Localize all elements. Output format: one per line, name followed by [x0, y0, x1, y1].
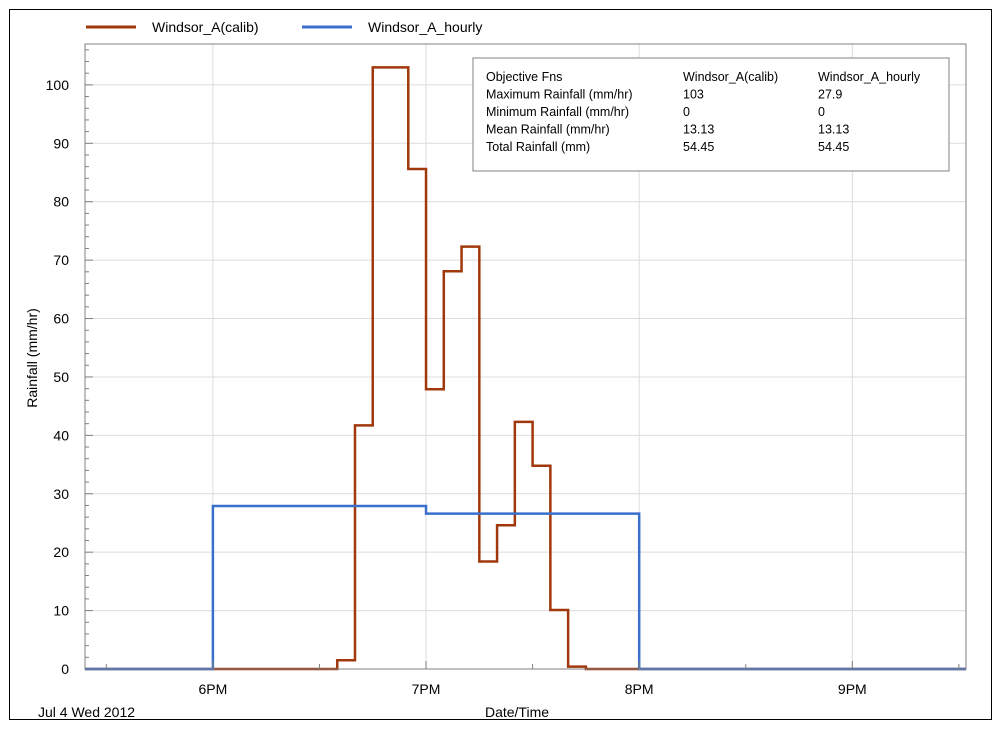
series-line-hourly [85, 504, 966, 671]
y-tick-label: 10 [53, 603, 69, 619]
stats-cell: 103 [683, 88, 704, 102]
y-tick-label: 90 [53, 135, 69, 151]
stats-cell: 0 [683, 105, 690, 119]
stats-cell: 54.45 [683, 140, 714, 154]
legend-label-hourly: Windsor_A_hourly [368, 19, 482, 35]
stats-cell: Mean Rainfall (mm/hr) [486, 123, 610, 137]
y-tick-label: 20 [53, 544, 69, 560]
stats-header-cell: Objective Fns [486, 70, 562, 84]
y-tick-label: 60 [53, 311, 69, 327]
y-tick-label: 100 [46, 77, 70, 93]
axis-layer: 0 10 20 30 40 50 60 70 80 90 100 6PM 7PM 8PM 9PM [46, 49, 960, 697]
stats-table: Objective Fns Windsor_A(calib) Windsor_A_h… [472, 57, 950, 172]
stats-header-cell: Windsor_A(calib) [683, 70, 778, 84]
y-tick-label: 80 [53, 194, 69, 210]
x-tick-label: 9PM [838, 681, 867, 697]
plot-border [84, 43, 967, 670]
legend: Windsor_A(calib) Windsor_A_hourly [86, 19, 482, 35]
y-axis-title: Rainfall (mm/hr) [24, 308, 40, 408]
stats-cell: Total Rainfall (mm) [486, 140, 590, 154]
stats-cell: 54.45 [818, 140, 849, 154]
y-tick-label: 0 [61, 661, 69, 677]
series-layer [85, 66, 966, 671]
series-line-calib [85, 66, 966, 671]
stats-cell: 13.13 [818, 123, 849, 137]
stats-header-cell: Windsor_A_hourly [818, 70, 921, 84]
stats-table-border [472, 57, 950, 172]
y-tick-label: 40 [53, 427, 69, 443]
stats-cell: 27.9 [818, 88, 842, 102]
stats-cell: 0 [818, 105, 825, 119]
x-axis-title: Date/Time [485, 704, 549, 720]
stats-cell: Maximum Rainfall (mm/hr) [486, 88, 633, 102]
y-tick-label: 50 [53, 369, 69, 385]
stats-cell: Minimum Rainfall (mm/hr) [486, 105, 629, 119]
y-tick-label: 30 [53, 486, 69, 502]
legend-label-calib: Windsor_A(calib) [152, 19, 259, 35]
stats-cell: 13.13 [683, 123, 714, 137]
x-tick-label: 6PM [198, 681, 227, 697]
date-label: Jul 4 Wed 2012 [38, 704, 135, 720]
y-tick-label: 70 [53, 252, 69, 268]
x-tick-label: 7PM [412, 681, 441, 697]
x-tick-label: 8PM [625, 681, 654, 697]
